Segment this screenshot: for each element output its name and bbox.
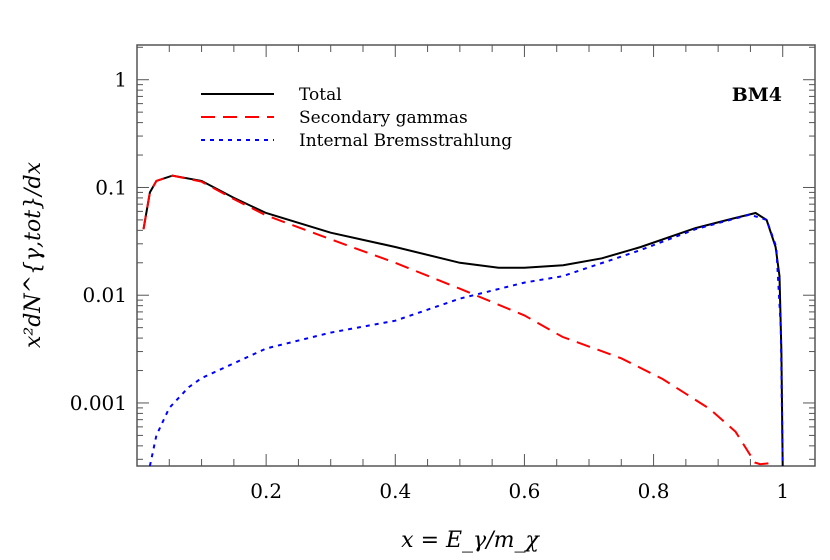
legend-label: Internal Bremsstrahlung	[299, 131, 512, 151]
axes: 0.2 0.4 0.6 0.8 1 0.001 0.01 0.1 1	[70, 44, 816, 503]
legend: Total Secondary gammas Internal Bremsstrah…	[201, 85, 512, 151]
x-tick-label: 1	[776, 479, 789, 503]
series-line-secondary-gammas	[142, 174, 777, 466]
series-lines	[142, 174, 784, 466]
series-line-total	[142, 174, 784, 466]
x-tick-label: 0.8	[638, 479, 670, 503]
y-axis-label: x²dN^{γ,tot}/dx	[21, 161, 46, 348]
x-tick-label: 0.6	[509, 479, 541, 503]
series-line-internal-bremsstrahlung	[148, 213, 784, 466]
plot-frame	[136, 44, 816, 467]
y-tick-label: 1	[114, 68, 127, 92]
y-tick-label: 0.001	[70, 391, 127, 415]
y-tick-label: 0.01	[82, 283, 127, 307]
annotation-bm4: BM4	[732, 84, 782, 106]
x-tick-label: 0.4	[379, 479, 411, 503]
legend-label: Secondary gammas	[299, 108, 468, 128]
legend-label: Total	[299, 85, 342, 105]
y-tick-label: 0.1	[95, 175, 127, 199]
x-axis-label: x = E_γ/m_χ	[401, 528, 540, 553]
x-tick-label: 0.2	[250, 479, 282, 503]
